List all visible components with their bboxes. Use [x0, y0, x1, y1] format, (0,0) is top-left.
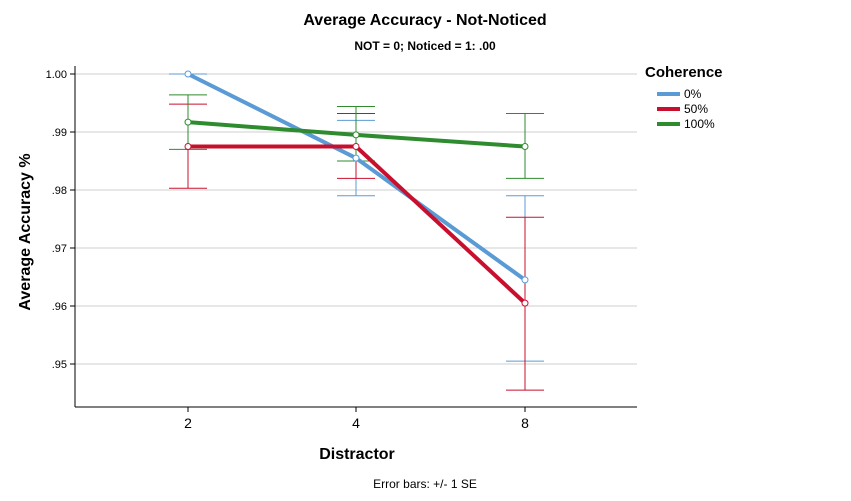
point-series-50pct — [184, 143, 192, 150]
legend: 0%50%100% — [657, 87, 715, 131]
y-tick-label: .96 — [52, 301, 67, 313]
y-tick-label: 1.00 — [46, 69, 67, 81]
point-series-100pct — [352, 131, 360, 139]
legend-label-series-50pct: 50% — [684, 102, 708, 116]
x-tick-label: 2 — [184, 415, 192, 431]
legend-title: Coherence — [645, 64, 723, 81]
x-tick-label: 4 — [352, 415, 360, 431]
point-series-0pct — [521, 276, 529, 284]
legend-label-series-0pct: 0% — [684, 87, 702, 101]
error-bars — [169, 73, 544, 391]
y-tick-label: .95 — [52, 359, 67, 371]
y-tick-label: .97 — [52, 243, 67, 255]
y-axis-ticks: 1.00 .99 .98 .97 .96 .95 — [46, 69, 75, 371]
point-series-50pct — [521, 299, 529, 307]
point-series-100pct — [521, 143, 529, 150]
y-tick-label: .98 — [52, 185, 67, 197]
x-tick-label: 8 — [521, 415, 529, 431]
footnote: Error bars: +/- 1 SE — [373, 477, 477, 491]
x-axis-ticks: 2 4 8 — [184, 407, 529, 431]
data-points — [184, 70, 529, 307]
point-series-0pct — [352, 154, 360, 162]
chart-title: Average Accuracy - Not-Noticed — [303, 12, 546, 29]
legend-label-series-100pct: 100% — [684, 117, 715, 131]
point-series-0pct — [184, 70, 192, 78]
y-axis-label: Average Accuracy % — [17, 153, 34, 310]
x-axis-label: Distractor — [319, 446, 395, 463]
y-tick-label: .99 — [52, 127, 67, 139]
point-series-50pct — [352, 143, 360, 150]
point-series-100pct — [184, 118, 192, 126]
chart-subtitle: NOT = 0; Noticed = 1: .00 — [354, 39, 496, 53]
